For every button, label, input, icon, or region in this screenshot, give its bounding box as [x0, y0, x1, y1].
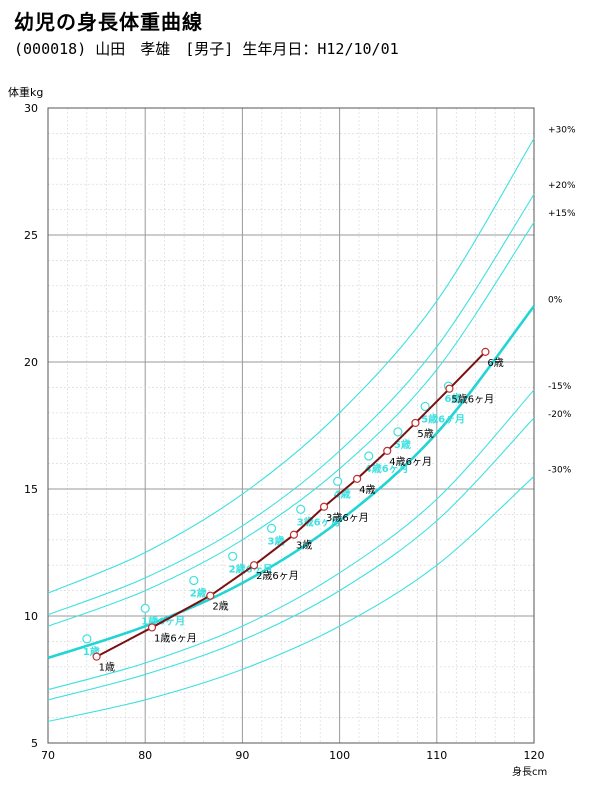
- y-tick-label: 10: [24, 610, 38, 623]
- patient-info: (000018) 山田 孝雄 [男子] 生年月日：H12/10/01: [14, 40, 399, 58]
- patient-point: [147, 623, 157, 632]
- reference-point: [420, 401, 430, 412]
- patient-point-label: 5歳6ヶ月: [451, 394, 494, 406]
- reference-curve: [47, 417, 535, 701]
- y-tick-label: 30: [24, 102, 38, 115]
- patient-point: [289, 530, 299, 539]
- y-tick-label: 20: [24, 356, 38, 369]
- reference-point-label: 3歳: [268, 534, 285, 547]
- reference-point: [266, 523, 277, 533]
- x-tick-label: 100: [329, 749, 350, 762]
- y-axis-label: 体重kg: [8, 85, 43, 99]
- reference-curves: [47, 138, 536, 722]
- patient-point-label: 2歳6ヶ月: [256, 570, 299, 582]
- patient-point-label: 6歳: [487, 357, 503, 369]
- reference-point-label: 2歳: [190, 586, 207, 599]
- plot-frame: [47, 107, 535, 744]
- patient-point-label: 2歳: [212, 601, 228, 613]
- reference-point: [82, 634, 92, 644]
- reference-curve: [47, 475, 535, 722]
- percent-label: 0%: [548, 296, 563, 306]
- patient-point-label: 1歳6ヶ月: [154, 632, 197, 644]
- reference-point-label: 2歳6ヶ月: [229, 562, 273, 575]
- percent-label: +20%: [548, 181, 576, 191]
- reference-point: [228, 551, 238, 561]
- grid: [47, 107, 535, 744]
- reference-curve: [47, 221, 535, 627]
- y-tick-label: 15: [24, 483, 38, 496]
- reference-point-label: 4歳6ヶ月: [365, 462, 409, 475]
- patient-point-label: 3歳6ヶ月: [326, 512, 369, 524]
- patient-point: [383, 446, 392, 455]
- patient-point-label: 5歳: [417, 428, 433, 440]
- reference-point: [393, 427, 403, 437]
- reference-point-label: 5歳6ヶ月: [421, 412, 465, 425]
- reference-point: [189, 575, 199, 586]
- patient-point: [319, 502, 329, 511]
- patient-point: [249, 561, 259, 570]
- y-tick-label: 25: [24, 229, 38, 242]
- patient-point-label: 4歳6ヶ月: [389, 456, 432, 468]
- reference-point-label: 6歳: [444, 392, 461, 405]
- reference-point: [140, 603, 150, 613]
- x-tick-label: 120: [524, 749, 545, 762]
- patient-point: [411, 418, 420, 428]
- patient-point: [445, 384, 454, 393]
- percent-label: +15%: [548, 209, 576, 219]
- reference-point-label: 5歳: [394, 438, 411, 451]
- reference-curve: [47, 305, 536, 660]
- percent-label: -20%: [548, 410, 572, 420]
- reference-curve: [47, 194, 535, 616]
- reference-curve: [47, 389, 535, 691]
- reference-point: [333, 476, 343, 486]
- patient-point-label: 4歳: [359, 484, 375, 496]
- patient-point: [481, 347, 490, 356]
- x-tick-label: 80: [138, 749, 152, 762]
- x-tick-label: 70: [41, 749, 55, 762]
- patient-point-label: 1歳: [99, 662, 115, 674]
- percent-label: -15%: [548, 382, 572, 392]
- page-title: 幼児の身長体重曲線: [14, 10, 203, 34]
- patient-point: [206, 591, 215, 600]
- x-tick-label: 110: [426, 749, 447, 762]
- reference-point: [364, 451, 374, 461]
- y-tick-label: 5: [31, 737, 38, 750]
- patient-point: [352, 474, 362, 483]
- patient-point-label: 3歳: [296, 540, 312, 552]
- patient-point: [92, 652, 101, 661]
- x-axis-label: 身長cm: [512, 765, 547, 778]
- percent-label: -30%: [548, 466, 572, 476]
- x-tick-label: 90: [235, 749, 249, 762]
- patient-line: [96, 351, 487, 658]
- axes: 70 80 90 100 110 120 5 10 15 20 25 30 体重kg 身長cm +30% +2…: [8, 85, 576, 778]
- reference-point-label: 4歳: [334, 487, 351, 500]
- percent-label: +30%: [548, 125, 576, 135]
- reference-point-label: 3歳6ヶ月: [297, 515, 341, 528]
- reference-curve: [47, 138, 535, 594]
- reference-point: [296, 504, 306, 514]
